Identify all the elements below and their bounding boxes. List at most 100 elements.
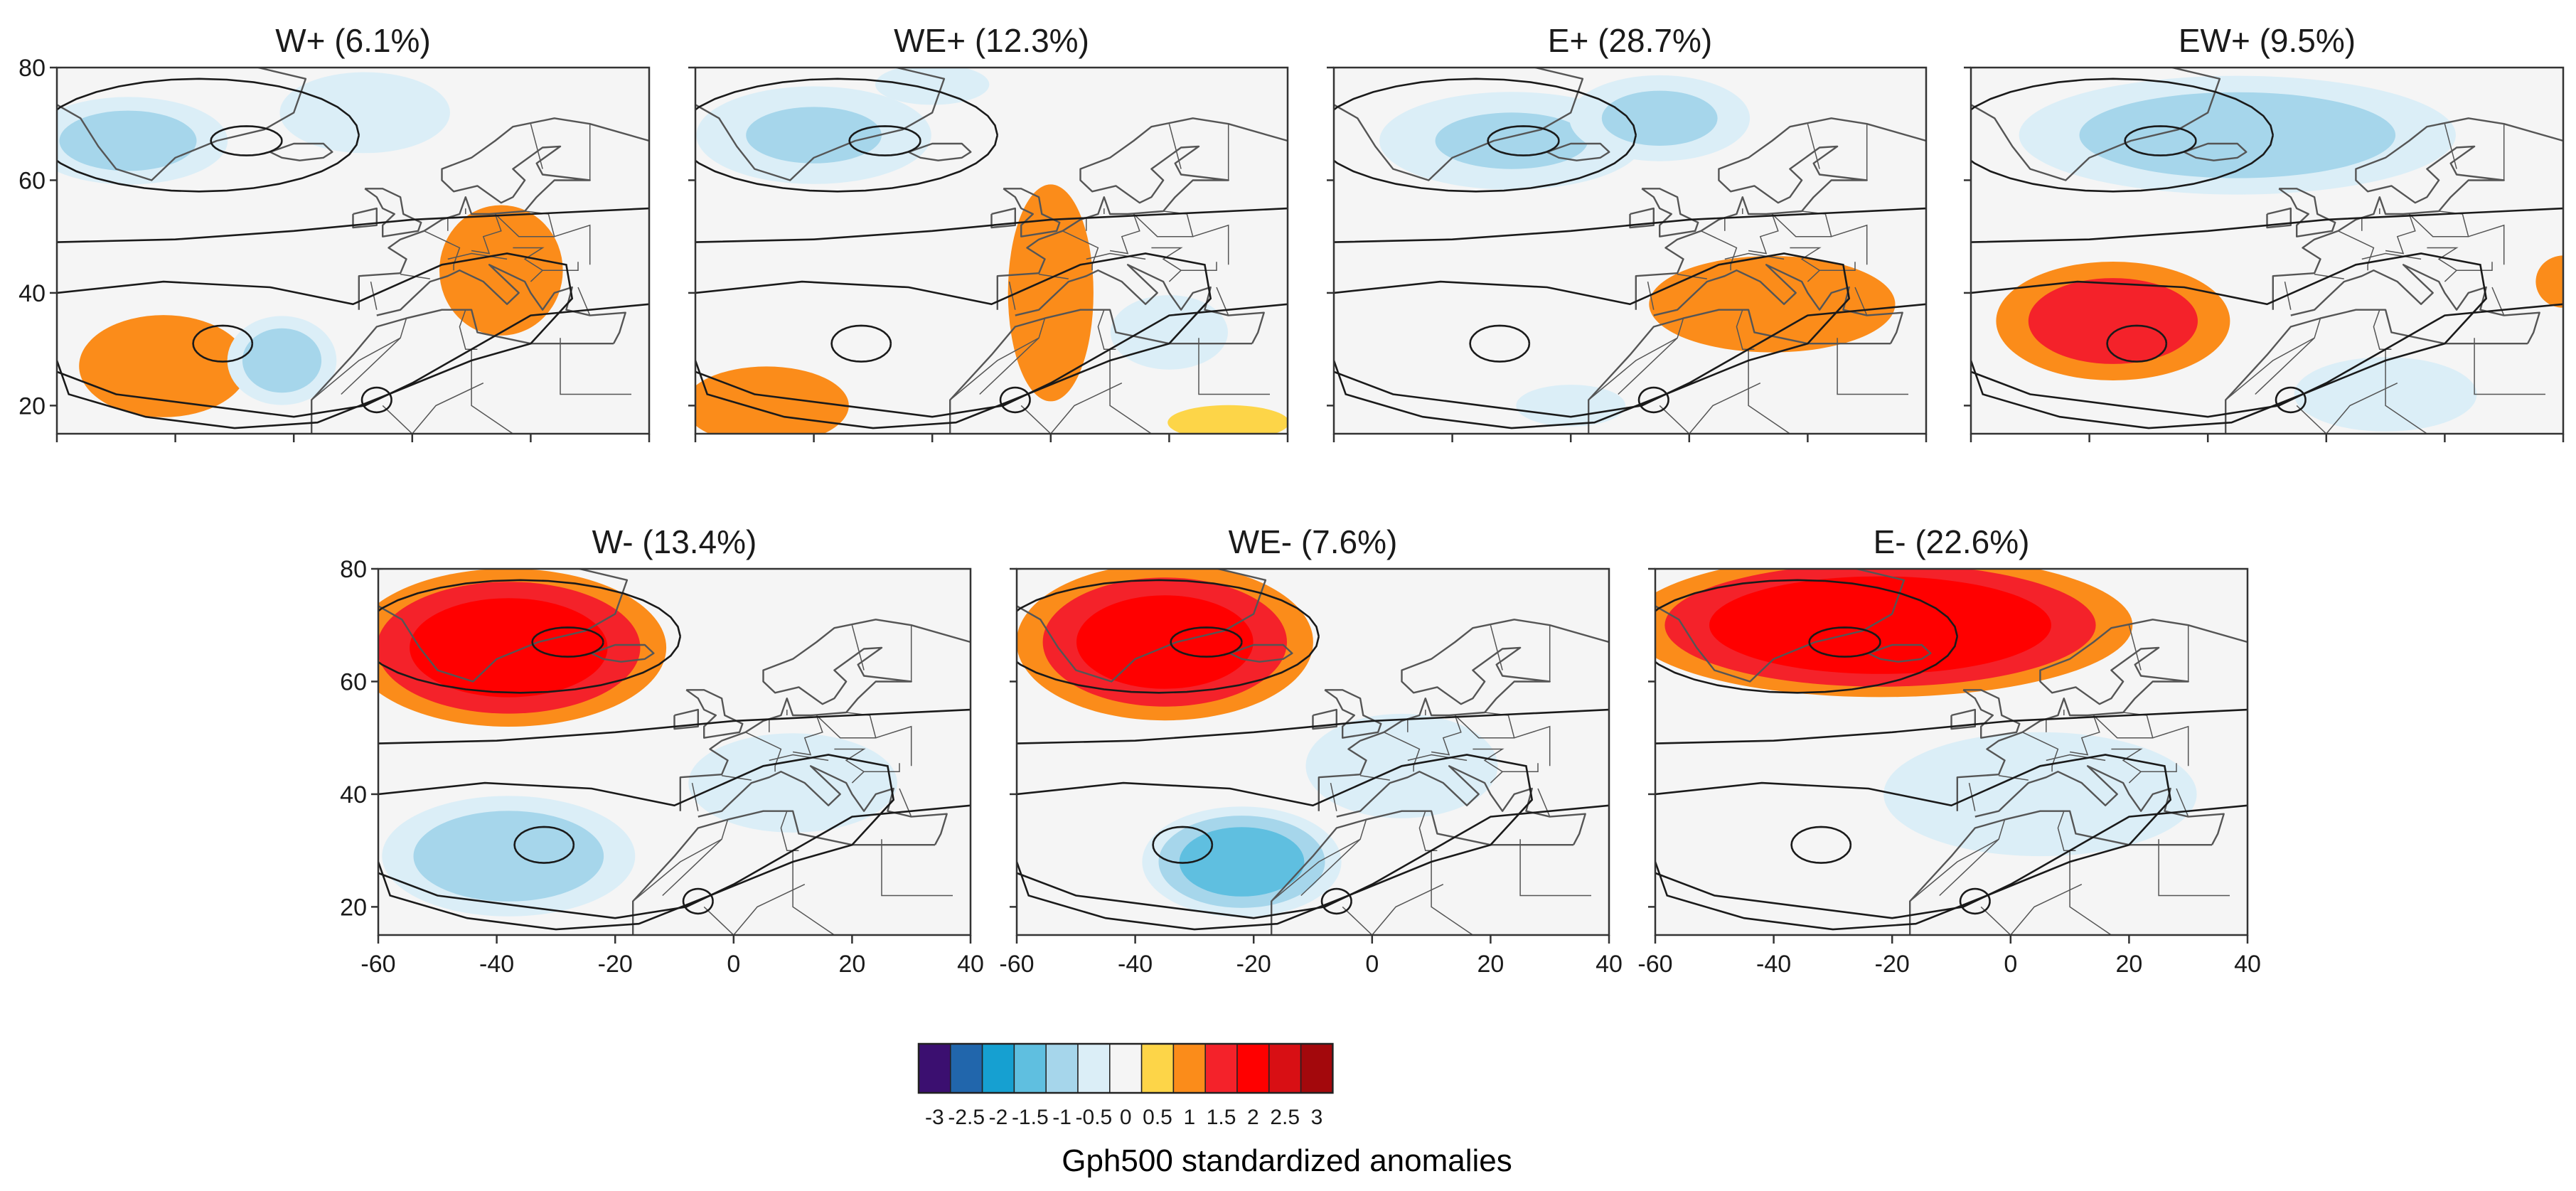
y-tick-label: 80: [340, 556, 367, 583]
panel-we-minus: WE- (7.6%): [1015, 523, 1610, 936]
panel-frame: [1332, 66, 1928, 435]
anomaly-we-minus-1: [1017, 569, 1313, 721]
anomaly-we-minus-2: [1142, 806, 1342, 917]
panel-title-w-minus: W- (13.4%): [592, 523, 757, 560]
colorbar-tick-label: 1.5: [1207, 1106, 1236, 1129]
coastlines-e-minus: [1655, 569, 2248, 935]
x-tick-label: -60: [999, 951, 1034, 978]
anomaly-ew-plus-3: [2019, 75, 2456, 195]
colorbar-cell: [1172, 1043, 1206, 1094]
colorbar-cell: [1077, 1043, 1111, 1094]
y-tick-label: 80: [18, 55, 46, 82]
colorbar-tick-label: 1: [1183, 1106, 1195, 1129]
colorbar-tick-label: -1: [1052, 1106, 1071, 1129]
x-tick-label: -40: [1756, 951, 1791, 978]
anomaly-w-plus-4: [227, 316, 337, 405]
colorbar-frame: [917, 1042, 1334, 1094]
panel-title-e-minus: E- (22.6%): [1874, 523, 2030, 560]
colorbar-tick-label: 0: [1120, 1106, 1132, 1129]
x-tick-label: 0: [727, 951, 740, 978]
contours-w-plus: [57, 78, 649, 429]
anomaly-w-plus-5: [279, 72, 450, 154]
colorbar-cell: [1268, 1043, 1302, 1094]
x-tick-label: 20: [2115, 951, 2142, 978]
anomaly-ew-plus-2: [2535, 255, 2563, 308]
colorbar-tick-label: -0.5: [1076, 1106, 1113, 1129]
anomaly-we-plus-1: [1008, 184, 1094, 402]
panel-e-minus: E- (22.6%): [1654, 523, 2249, 936]
panel-e-plus: E+ (28.7%): [1332, 22, 1928, 435]
contours-we-minus: [1017, 579, 1609, 931]
contours-w-minus: [378, 579, 971, 931]
anomaly-ew-plus-1: [1996, 262, 2230, 380]
panel-we-plus: WE+ (12.3%): [694, 22, 1289, 435]
borders-w-plus: [311, 124, 631, 434]
colorbar-tick-label: -1.5: [1012, 1106, 1049, 1129]
anomaly-w-plus-3: [57, 97, 228, 185]
x-tick-label: 20: [838, 951, 865, 978]
x-tick-label: 0: [2004, 951, 2017, 978]
borders-we-plus: [949, 124, 1270, 434]
y-tick-label: 40: [340, 781, 367, 808]
x-tick-label: 40: [1596, 951, 1623, 978]
contours-we-plus: [695, 78, 1288, 429]
anomaly-we-plus-2: [695, 366, 849, 434]
panel-frame: [1015, 567, 1610, 936]
anomaly-w-plus-1: [79, 315, 248, 417]
anomaly-we-plus-4: [696, 86, 931, 184]
colorbar-tick-label: -2.5: [948, 1106, 985, 1129]
contours-e-minus: [1655, 579, 2248, 931]
colorbar-cell: [981, 1043, 1015, 1094]
colorbar-cell: [1045, 1043, 1079, 1094]
anomaly-we-plus-5: [875, 68, 990, 105]
anomaly-e-plus-4: [1516, 385, 1626, 427]
colorbar-cell: [918, 1043, 951, 1094]
panel-ew-plus: EW+ (9.5%): [1970, 22, 2565, 435]
panel-w-minus: W- (13.4%): [377, 523, 972, 936]
y-tick-label: 60: [18, 167, 46, 194]
colorbar-title: Gph500 standardized anomalies: [1062, 1143, 1512, 1178]
borders-we-minus: [1271, 625, 1591, 935]
y-tick-label: 40: [18, 280, 46, 307]
coastlines-ew-plus: [1971, 68, 2563, 434]
x-tick-label: -40: [479, 951, 514, 978]
colorbar-tick-label: -3: [925, 1106, 944, 1129]
x-tick-label: -20: [1236, 951, 1271, 978]
contours-ew-plus: [1971, 78, 2563, 429]
coastlines-w-minus: [378, 569, 971, 935]
x-tick-label: -60: [1637, 951, 1672, 978]
colorbar-tick-label: 0.5: [1143, 1106, 1172, 1129]
colorbar-cell: [1109, 1043, 1143, 1094]
y-tick-label: 60: [340, 668, 367, 695]
panel-frame: [1654, 567, 2249, 936]
x-tick-label: 0: [1365, 951, 1379, 978]
panel-title-we-plus: WE+ (12.3%): [894, 22, 1089, 59]
panel-title-w-plus: W+ (6.1%): [275, 22, 431, 59]
anomaly-we-plus-6: [1110, 295, 1228, 370]
coastlines-we-plus: [695, 68, 1288, 434]
y-tick-label: 20: [340, 894, 367, 921]
borders-e-plus: [1588, 124, 1908, 434]
panel-title-we-minus: WE- (7.6%): [1229, 523, 1398, 560]
colorbar: Gph500 standardized anomalies -3 -2.5 -2 -1…: [917, 1042, 1512, 1178]
x-tick-label: -40: [1118, 951, 1153, 978]
panel-frame: [1970, 66, 2565, 435]
colorbar-tick-label: 2: [1247, 1106, 1259, 1129]
panel-w-plus: W+ (6.1%): [55, 22, 651, 435]
x-tick-label: 40: [957, 951, 984, 978]
coastlines-e-plus: [1334, 68, 1926, 434]
contours-e-plus: [1334, 78, 1926, 429]
x-tick-label: 40: [2234, 951, 2261, 978]
coastlines-we-minus: [1017, 569, 1609, 935]
panel-frame: [694, 66, 1289, 435]
panel-frame: [55, 66, 651, 435]
colorbar-tick-label: 2.5: [1270, 1106, 1300, 1129]
x-tick-label: -20: [598, 951, 633, 978]
colorbar-cell: [1204, 1043, 1238, 1094]
anomaly-w-minus-2: [382, 796, 636, 917]
colorbar-cell: [1140, 1043, 1175, 1094]
colorbar-tick-label: -2: [989, 1106, 1008, 1129]
anomaly-w-minus-3: [688, 733, 897, 833]
panel-title-e-plus: E+ (28.7%): [1548, 22, 1712, 59]
